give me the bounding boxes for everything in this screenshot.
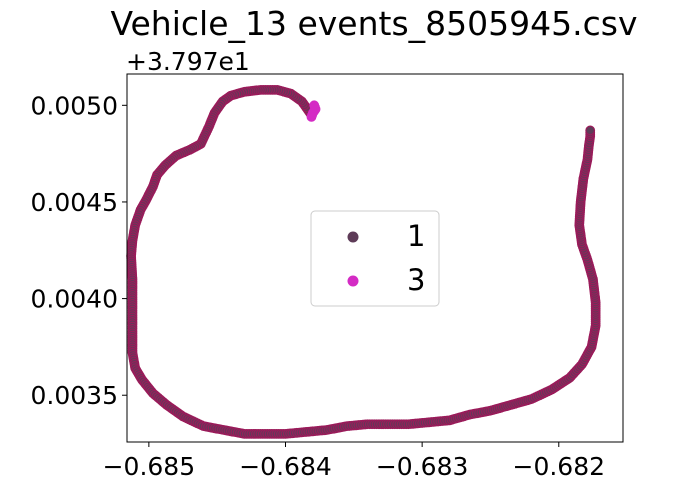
series-1: [126, 84, 601, 439]
legend: 1 3: [310, 210, 440, 307]
chart-title: Vehicle_13 events_8505945.csv: [110, 4, 637, 43]
data-point-series-3: [306, 112, 317, 122]
y-tick-label: 0.0040: [31, 285, 118, 314]
legend-label-series-1: 1: [407, 219, 425, 253]
y-tick-label: 0.0035: [31, 381, 118, 410]
legend-label-series-3: 3: [407, 263, 425, 297]
legend-marker-series-3: [347, 275, 359, 287]
y-offset-label: +3.797e1: [126, 47, 250, 76]
plot-frame: [126, 73, 624, 443]
x-axis: −0.685 −0.684 −0.683 −0.682: [103, 442, 605, 481]
legend-box: [310, 210, 440, 307]
y-tick-label: 0.0045: [31, 188, 118, 217]
x-tick-label: −0.683: [376, 452, 469, 481]
y-tick-label: 0.0050: [31, 91, 118, 120]
data-points: [126, 84, 601, 439]
data-point-series-1: [585, 125, 596, 136]
legend-marker-series-1: [347, 231, 359, 243]
x-tick-label: −0.684: [239, 452, 332, 481]
series-3: [306, 100, 321, 122]
y-axis: 0.0035 0.0040 0.0045 0.0050: [31, 91, 127, 410]
x-tick-label: −0.682: [513, 452, 606, 481]
x-tick-label: −0.685: [103, 452, 196, 481]
